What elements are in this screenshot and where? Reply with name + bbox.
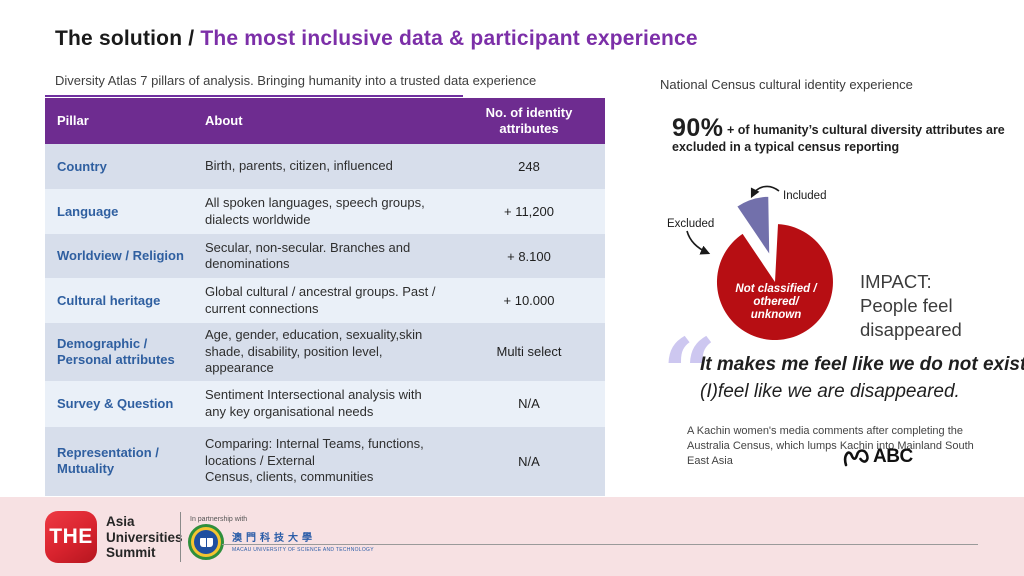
pie-slice-label-line1: Not classified /: [735, 283, 818, 295]
included-arrow: [750, 185, 780, 199]
count-cell: + 10.000: [503, 293, 555, 308]
pie-slice-included: [735, 195, 771, 259]
count-cell: 248: [518, 159, 540, 174]
about-cell: Birth, parents, citizen, influenced: [205, 158, 393, 174]
quote-text: It makes me feel like we do not exist, (…: [700, 351, 1024, 405]
quote-normal-part: (I)feel like we are disappeared.: [700, 381, 960, 402]
subtitle-underline: [45, 95, 463, 97]
quote-attribution: A Kachin women's media comments after co…: [687, 425, 974, 467]
excluded-arrow: [686, 230, 711, 255]
table-row: Demographic / Personal attributes Age, g…: [45, 323, 605, 381]
pie-slice-label-line3: unknown: [751, 309, 801, 321]
about-cell: All spoken languages, speech groups, dia…: [205, 195, 425, 227]
table-header-row: Pillar About No. of identity attributes: [45, 98, 605, 144]
stat-90-percent: 90% + of humanity’s cultural diversity a…: [672, 116, 1014, 156]
university-emblem-icon: [188, 524, 224, 560]
pillars-table: Pillar About No. of identity attributes …: [45, 98, 605, 496]
about-cell: Age, gender, education, sexuality,skin s…: [205, 327, 423, 375]
pillar-cell: Country: [57, 158, 107, 174]
table-subtitle: Diversity Atlas 7 pillars of analysis. B…: [55, 73, 537, 88]
table-row: Language All spoken languages, speech gr…: [45, 189, 605, 234]
open-book-icon: [199, 537, 213, 547]
abc-logo-text: ABC: [873, 446, 913, 467]
about-cell: Global cultural / ancestral groups. Past…: [205, 284, 436, 316]
pillar-cell: Representation / Mutuality: [57, 445, 159, 476]
header-about: About: [205, 113, 243, 128]
count-cell: N/A: [518, 453, 540, 469]
footer-bar: [0, 497, 1024, 576]
about-cell: Secular, non-secular. Branches and denom…: [205, 239, 411, 272]
abc-logo: ABC: [843, 446, 913, 468]
stat-value: 90%: [672, 114, 724, 142]
count-cell: N/A: [518, 396, 540, 411]
table-row: Country Birth, parents, citizen, influen…: [45, 144, 605, 189]
stat-text: + of humanity’s cultural diversity attri…: [672, 123, 1005, 154]
table-row: Survey & Question Sentiment Intersection…: [45, 380, 605, 427]
pillar-cell: Survey & Question: [57, 395, 174, 411]
emblem-core: [194, 530, 218, 554]
title-highlight: The most inclusive data & participant ex…: [200, 27, 698, 50]
partner-name-en: MACAU UNIVERSITY OF SCIENCE AND TECHNOLO…: [232, 547, 374, 553]
footer-rule: [222, 544, 978, 545]
pillar-cell: Language: [57, 203, 119, 219]
pillar-cell: Worldview / Religion: [57, 248, 184, 263]
table-row: Representation / Mutuality Comparing: In…: [45, 426, 605, 496]
footer-divider: [180, 512, 181, 562]
census-heading: National Census cultural identity experi…: [660, 77, 913, 92]
summit-title: Asia Universities Summit: [106, 514, 183, 560]
page-title: The solution / The most inclusive data &…: [55, 27, 698, 51]
impact-text: IMPACT: People feel disappeared: [860, 271, 962, 340]
title-prefix: The solution /: [55, 27, 201, 50]
included-label: Included: [783, 190, 826, 202]
count-cell: Multi select: [496, 344, 562, 360]
the-logo: THE: [45, 511, 97, 563]
census-pie-chart: Included Excluded Not classified / other…: [667, 185, 833, 341]
pillar-cell: Cultural heritage: [57, 292, 161, 308]
abc-wave-icon: [843, 449, 869, 467]
excluded-label: Excluded: [667, 218, 714, 230]
quote-bold-part: It makes me feel like we do not exist,: [700, 354, 1024, 375]
count-cell: + 8.100: [507, 248, 551, 264]
header-count: No. of identity attributes: [485, 105, 573, 136]
table-row: Cultural heritage Global cultural / ance…: [45, 278, 605, 323]
partner-name-cjk: 澳門科技大學: [232, 533, 316, 544]
table-row: Worldview / Religion Secular, non-secula…: [45, 234, 605, 278]
pillar-cell: Demographic / Personal attributes: [57, 335, 175, 367]
pie-slice-excluded: [716, 224, 833, 341]
about-cell: Comparing: Internal Teams, functions, lo…: [205, 436, 424, 485]
about-cell: Sentiment Intersectional analysis with a…: [205, 387, 422, 419]
header-pillar: Pillar: [57, 113, 89, 128]
count-cell: + 11,200: [503, 204, 554, 219]
pie-slice-label-line2: othered/: [753, 296, 800, 308]
quote-mark-icon: “: [662, 318, 717, 429]
partnership-label: In partnership with: [190, 516, 248, 523]
